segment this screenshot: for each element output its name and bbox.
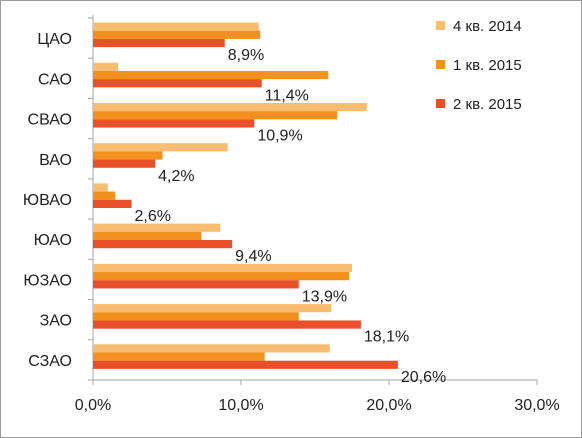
x-tick-label: 0,0% [75,397,111,414]
data-label: 2,6% [134,208,170,225]
data-label: 20,6% [401,369,446,386]
bar [93,272,350,281]
data-label: 9,4% [235,248,271,265]
bar [93,320,361,329]
legend-swatch [436,99,445,108]
data-label: 18,1% [364,329,409,346]
bar [93,360,398,369]
x-tick-label: 10,0% [218,397,263,414]
category-label: ЗАО [40,313,72,330]
data-label: 4,2% [158,168,194,185]
legend-label: 2 кв. 2015 [453,96,522,113]
bar [93,70,329,80]
bar [93,312,299,321]
category-label: ЦАО [37,31,72,48]
x-tick-label: 30,0% [514,397,559,414]
bar [93,22,259,31]
bar [93,143,228,152]
bar [93,352,265,361]
legend-swatch [436,60,445,69]
legend-label: 1 кв. 2015 [453,57,522,74]
legend-label: 4 кв. 2014 [453,18,522,35]
bar [93,62,119,71]
category-label: САО [38,71,72,88]
bar [93,111,338,120]
data-label: 8,9% [228,47,264,64]
bar [93,344,330,353]
bar [93,280,299,289]
bar [93,304,332,313]
bar [93,119,255,128]
bar [93,159,156,168]
bar [93,151,163,160]
category-label: ЮВАО [23,192,72,209]
bar [93,191,116,200]
bar [93,223,221,232]
bar [93,240,233,249]
data-label: 13,9% [302,288,347,305]
data-label: 11,4% [265,87,309,104]
category-label: ЮАО [34,232,72,249]
bar [93,183,108,192]
bar [93,263,352,273]
bar [93,231,202,241]
legend-swatch [436,21,445,30]
category-label: ЮЗАО [23,272,72,289]
bar [93,79,262,88]
bar [93,102,367,112]
category-label: СВАО [28,112,72,129]
bar [93,199,132,208]
bar [93,30,261,39]
data-label: 10,9% [257,128,302,145]
x-tick-label: 20,0% [366,397,411,414]
category-label: ВАО [39,152,72,169]
category-label: СЗАО [28,353,72,370]
bar [93,38,225,48]
